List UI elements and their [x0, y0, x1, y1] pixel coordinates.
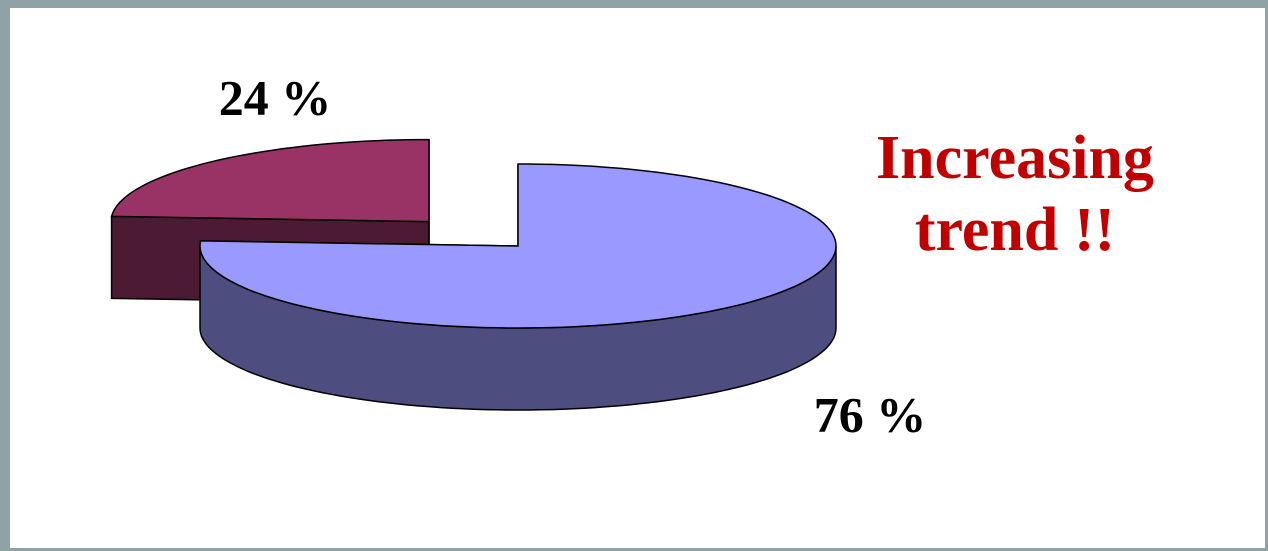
data-label: 76 %	[814, 386, 927, 442]
slice	[199, 163, 837, 329]
data-label: 24 %	[219, 69, 332, 125]
annotation: Increasing trend !!	[876, 124, 1154, 264]
slice	[110, 138, 430, 223]
